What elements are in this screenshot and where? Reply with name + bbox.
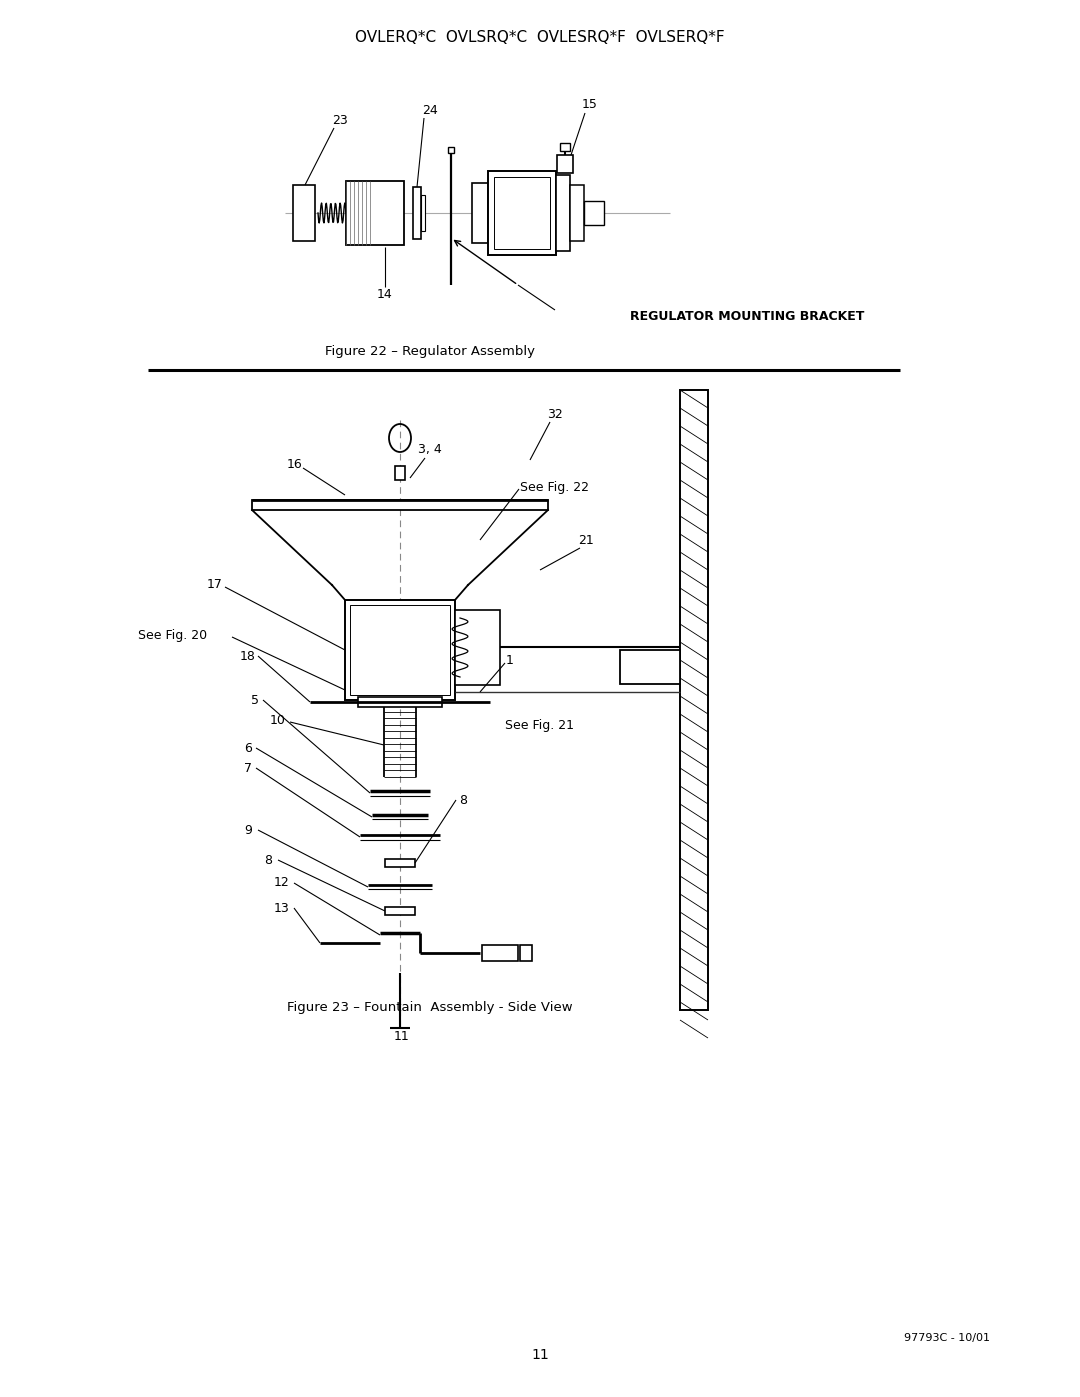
Text: 14: 14: [377, 289, 393, 302]
Bar: [345, 599, 455, 700]
Text: 18: 18: [240, 650, 256, 662]
Text: See Fig. 20: See Fig. 20: [138, 629, 207, 641]
Bar: [421, 196, 426, 231]
Text: 12: 12: [274, 876, 289, 890]
Bar: [455, 610, 500, 685]
Text: 17: 17: [207, 578, 222, 591]
Text: 16: 16: [287, 458, 302, 472]
Bar: [557, 155, 573, 173]
Bar: [680, 390, 708, 1010]
Text: 8: 8: [264, 854, 272, 866]
Text: Figure 22 – Regulator Assembly: Figure 22 – Regulator Assembly: [325, 345, 535, 359]
Bar: [395, 467, 405, 481]
Text: 13: 13: [274, 901, 289, 915]
Text: 3, 4: 3, 4: [418, 443, 442, 457]
Text: 9: 9: [244, 823, 252, 837]
Bar: [488, 170, 556, 256]
Bar: [561, 142, 570, 151]
Bar: [482, 944, 518, 961]
Bar: [494, 177, 550, 249]
Text: 97793C - 10/01: 97793C - 10/01: [904, 1333, 990, 1343]
Bar: [384, 859, 415, 868]
Text: 21: 21: [578, 534, 594, 546]
Text: 1: 1: [507, 654, 514, 666]
Bar: [293, 184, 315, 242]
Bar: [570, 184, 584, 242]
Text: OVLERQ*C  OVLSRQ*C  OVLESRQ*F  OVLSERQ*F: OVLERQ*C OVLSRQ*C OVLESRQ*F OVLSERQ*F: [355, 31, 725, 46]
Bar: [472, 183, 488, 243]
Text: REGULATOR MOUNTING BRACKET: REGULATOR MOUNTING BRACKET: [630, 310, 864, 323]
Text: 7: 7: [244, 761, 252, 774]
Text: 5: 5: [251, 693, 259, 707]
Text: 6: 6: [244, 742, 252, 754]
Bar: [346, 182, 404, 244]
Text: 11: 11: [394, 1031, 410, 1044]
Text: 15: 15: [582, 99, 598, 112]
Bar: [556, 175, 570, 251]
Bar: [384, 907, 415, 915]
Bar: [519, 944, 532, 961]
Text: 23: 23: [333, 113, 348, 127]
Text: 10: 10: [270, 714, 286, 726]
Bar: [350, 605, 450, 694]
Bar: [584, 201, 604, 225]
Text: Figure 23 – Fountain  Assembly - Side View: Figure 23 – Fountain Assembly - Side Vie…: [287, 1002, 572, 1014]
Text: See Fig. 22: See Fig. 22: [519, 481, 589, 493]
Text: 32: 32: [548, 408, 563, 422]
Bar: [448, 147, 454, 154]
Bar: [252, 500, 548, 510]
Bar: [620, 650, 680, 685]
Text: 8: 8: [459, 793, 467, 806]
Bar: [413, 187, 421, 239]
Bar: [357, 697, 442, 707]
Text: 11: 11: [531, 1348, 549, 1362]
Text: See Fig. 21: See Fig. 21: [505, 719, 573, 732]
Text: 24: 24: [422, 103, 437, 116]
